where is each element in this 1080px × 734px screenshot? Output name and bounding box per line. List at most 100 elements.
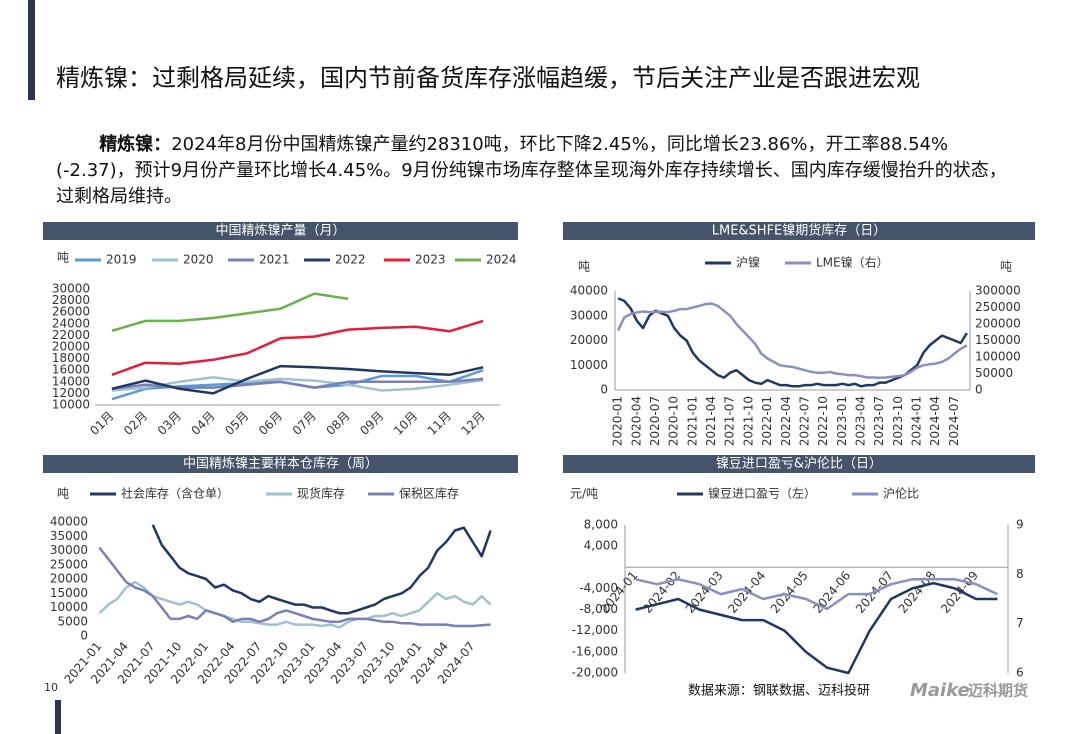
y-axis-label: 吨: [57, 487, 69, 501]
y-tick-label: 30000: [570, 308, 608, 322]
x-tick-label: 2021-01: [685, 396, 699, 446]
y-tick-label: 4,000: [584, 539, 618, 553]
y-tick-label: 22000: [52, 328, 90, 342]
y-axis-label: 吨: [57, 251, 69, 265]
x-tick-label: 09月: [357, 409, 386, 438]
legend-label: LME镍（右）: [816, 255, 889, 270]
y-tick-label: 40000: [50, 515, 88, 529]
legend-label: 2023: [415, 253, 446, 267]
y-tick-label: 16000: [52, 363, 90, 377]
x-tick-label: 12月: [459, 409, 488, 438]
y2-tick-label: 250000: [975, 300, 1021, 314]
series-line: [111, 292, 349, 332]
chart-header: [563, 455, 1035, 473]
y-tick-label: 26000: [52, 305, 90, 319]
y2-tick-label: 200000: [975, 317, 1021, 331]
y-tick-label: 20000: [50, 572, 88, 586]
y-tick-label: 15000: [50, 586, 88, 600]
y-tick-label: 35000: [50, 529, 88, 543]
accent-bar: [55, 700, 61, 734]
logo: 迈科期货: [968, 682, 1028, 700]
summary-lead: 精炼镍：: [99, 134, 172, 155]
y2-tick-label: 6: [1016, 666, 1024, 680]
y-tick-label: 14000: [52, 374, 90, 388]
y-tick-label: 5000: [57, 614, 88, 628]
chart-header: [563, 222, 1035, 240]
x-tick-label: 05月: [222, 409, 251, 438]
x-tick-label: 10月: [391, 409, 420, 438]
y-tick-label: -4,000: [579, 581, 618, 595]
series-line: [111, 375, 484, 392]
y-tick-label: 10000: [50, 600, 88, 614]
y-tick-label: 24000: [52, 316, 90, 330]
x-tick-label: 2022-04: [779, 396, 793, 446]
y-tick-label: 0: [80, 629, 88, 643]
y2-tick-label: 9: [1016, 518, 1024, 532]
x-tick-label: 02月: [121, 409, 150, 438]
chart-header: [43, 455, 518, 473]
y2-tick-label: 150000: [975, 333, 1021, 347]
y-tick-label: 10000: [570, 358, 608, 372]
x-tick-label: 2023-04: [854, 396, 868, 446]
x-tick-label: 07月: [290, 409, 319, 438]
y-tick-label: 25000: [50, 557, 88, 571]
x-tick-label: 11月: [425, 409, 454, 438]
y2-axis-label: 吨: [1000, 260, 1012, 274]
legend-label: 沪伦比: [883, 486, 919, 501]
series-line: [635, 578, 998, 611]
x-tick-label: 2022-01: [760, 396, 774, 446]
legend-label: 2019: [106, 253, 137, 267]
slide-title: 精炼镍：过剩格局延续，国内节前备货库存涨幅趋缓，节后关注产业是否跟进宏观: [56, 64, 920, 92]
y-tick-label: 28000: [52, 293, 90, 307]
x-tick-label: 03月: [155, 409, 184, 438]
x-tick-label: 2024-06: [810, 568, 853, 615]
accent-bar: [28, 0, 35, 100]
x-tick-label: 2023-07: [872, 396, 886, 446]
x-tick-label: 2024-02: [640, 568, 683, 615]
legend-label: 沪镍: [736, 256, 760, 270]
y-tick-label: -12,000: [572, 623, 618, 637]
y-tick-label: 30000: [52, 282, 90, 296]
x-tick-label: 04月: [189, 409, 218, 438]
x-tick-label: 2022-07: [797, 396, 811, 446]
y-tick-label: 18000: [52, 351, 90, 365]
series-line: [616, 302, 968, 380]
x-tick-label: 2021-07: [723, 396, 737, 446]
y2-tick-label: 300000: [975, 284, 1021, 298]
y-tick-label: 12000: [52, 386, 90, 400]
y-tick-label: 30000: [50, 543, 88, 557]
x-tick-label: 2024-04: [928, 396, 942, 446]
summary: 精炼镍：2024年8月份中国精炼镍产量约28310吨，环比下降2.45%，同比增…: [56, 132, 1021, 210]
legend-label: 现货库存: [297, 486, 345, 501]
x-tick-label: 06月: [256, 409, 285, 438]
chart-title: 镍豆进口盈亏&沪伦比（日）: [716, 456, 882, 472]
x-tick-label: 2020-01: [611, 396, 625, 446]
x-tick-label: 2024-01: [910, 396, 924, 446]
y-axis-label: 吨: [578, 260, 590, 274]
legend-label: 2020: [183, 253, 214, 267]
y-tick-label: 20000: [570, 333, 608, 347]
x-tick-label: 2021-04: [704, 396, 718, 446]
y-tick-label: 8,000: [584, 518, 618, 532]
x-tick-label: 2024-05: [768, 568, 811, 615]
x-tick-label: 2024-07: [947, 396, 961, 446]
y-tick-label: 10000: [52, 398, 90, 412]
legend-label: 2024: [486, 253, 517, 267]
y2-tick-label: 7: [1016, 616, 1024, 630]
y-tick-label: -16,000: [572, 644, 618, 658]
page-number: 10: [44, 681, 58, 694]
legend-label: 镍豆进口盈亏（左）: [708, 486, 816, 501]
chart-header: [43, 222, 518, 240]
x-tick-label: 2023-01: [835, 396, 849, 446]
x-tick-label: 2020-04: [629, 396, 643, 446]
chart-title: 中国精炼镍产量（月）: [215, 224, 345, 239]
legend-label: 保税区库存: [399, 486, 459, 501]
series-line: [98, 546, 491, 628]
y-tick-label: -8,000: [579, 602, 618, 616]
y2-tick-label: 0: [975, 383, 983, 397]
legend-label: 2022: [335, 253, 366, 267]
x-tick-label: 2023-10: [891, 396, 905, 446]
chart-title: 中国精炼镍主要样本仓库存（周）: [183, 456, 378, 472]
x-tick-label: 2021-10: [741, 396, 755, 446]
